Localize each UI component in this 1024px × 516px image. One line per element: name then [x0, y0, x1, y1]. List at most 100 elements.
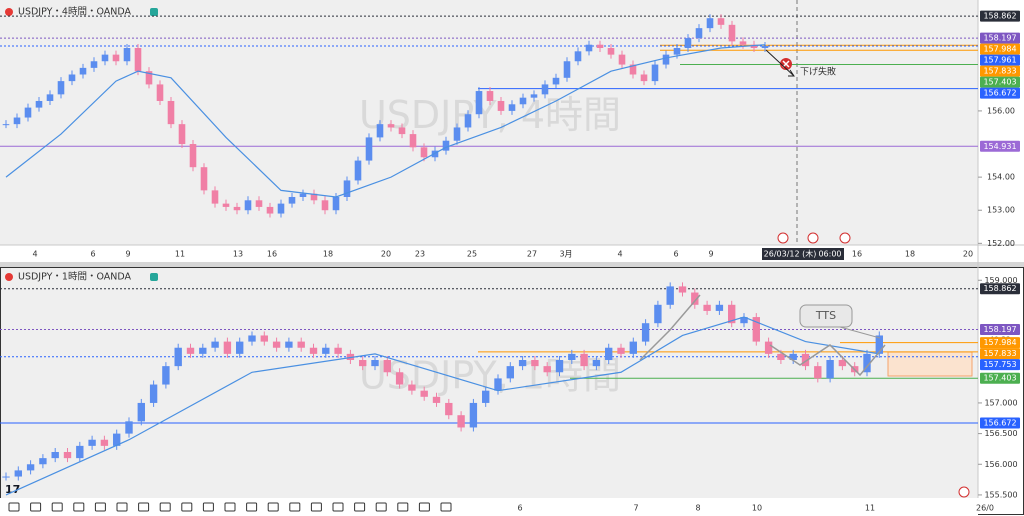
candle [359, 360, 367, 367]
tool-icon[interactable] [397, 502, 409, 512]
price-label-bg [980, 65, 1020, 77]
tool-icon[interactable] [8, 502, 20, 512]
market-icon [150, 8, 158, 16]
x-tick-label: 6 [90, 250, 95, 259]
price-label: 158.862 [983, 284, 1016, 293]
tool-icon[interactable] [181, 502, 193, 512]
candle [777, 353, 785, 360]
candle [654, 304, 662, 324]
candle [662, 54, 670, 65]
zone-box [887, 351, 973, 377]
x-tick-label: 16 [852, 250, 862, 259]
candle [123, 48, 131, 62]
y-tick-label: 153.00 [987, 206, 1015, 215]
candle [236, 341, 244, 354]
x-tick-label: 7 [633, 504, 638, 513]
candle [395, 372, 404, 385]
tool-icon[interactable] [116, 502, 128, 512]
candle [863, 353, 871, 373]
x-tick-label: 11 [865, 504, 875, 513]
tool-icon[interactable] [289, 502, 301, 512]
x-tick-label: 9 [708, 250, 713, 259]
candle [497, 100, 505, 111]
tool-icon[interactable] [418, 502, 430, 512]
price-label-bg [980, 337, 1020, 349]
toolbar [0, 498, 978, 515]
candle [585, 44, 593, 52]
candle [222, 203, 230, 207]
event-flag[interactable] [807, 232, 819, 244]
price-label-bg [980, 32, 1020, 44]
candle [189, 144, 197, 168]
candle [167, 100, 175, 125]
tool-icon[interactable] [440, 502, 452, 512]
tool-icon[interactable] [73, 502, 85, 512]
candle [90, 61, 98, 68]
candle [35, 100, 43, 108]
event-flag[interactable] [777, 232, 789, 244]
tool-icon[interactable] [94, 502, 106, 512]
candle [272, 341, 281, 348]
candle [605, 347, 613, 360]
price-label-bg [980, 10, 1020, 22]
tool-icon[interactable] [138, 502, 150, 512]
tool-icon[interactable] [375, 502, 387, 512]
candle [580, 353, 588, 367]
candle [79, 67, 87, 75]
x-tick-label: 13 [233, 250, 243, 259]
price-label: 157.984 [983, 45, 1016, 54]
candle [420, 390, 428, 397]
candle [248, 335, 256, 342]
candle [46, 94, 54, 101]
event-flag[interactable] [958, 486, 970, 498]
candle [519, 97, 527, 105]
event-flag[interactable] [839, 232, 851, 244]
candle [288, 196, 296, 204]
candle [346, 353, 355, 360]
candle [137, 402, 145, 422]
tool-icon[interactable] [202, 502, 214, 512]
candle [740, 317, 748, 324]
tool-icon[interactable] [224, 502, 236, 512]
tool-icon[interactable] [267, 502, 279, 512]
candle [409, 134, 417, 148]
candle [297, 341, 305, 348]
candle [629, 64, 637, 75]
price-label: 156.672 [983, 419, 1016, 428]
candle [2, 476, 10, 478]
candle [112, 54, 120, 62]
x-tick-label: 26/0 [976, 504, 994, 513]
tool-icon[interactable] [30, 502, 42, 512]
tool-icon[interactable] [332, 502, 344, 512]
candle [607, 48, 615, 55]
price-label-bg [980, 140, 1020, 152]
price-label: 158.862 [983, 12, 1016, 21]
tool-icon[interactable] [246, 502, 258, 512]
candle [651, 64, 659, 82]
tool-icon[interactable] [354, 502, 366, 512]
price-label-bg [980, 417, 1020, 429]
candle [464, 114, 472, 128]
candle [299, 193, 307, 197]
tool-icon[interactable] [310, 502, 322, 512]
candle [51, 452, 59, 459]
y-tick-label: 156.00 [987, 106, 1015, 115]
candle [211, 341, 219, 348]
candle [332, 196, 340, 211]
candle [717, 18, 725, 25]
price-label: 157.833 [983, 349, 1016, 358]
price-label: 156.672 [983, 89, 1016, 98]
candle [596, 44, 604, 49]
candle [617, 347, 625, 354]
price-label-bg [980, 348, 1020, 360]
y-tick-label: 156.500 [984, 429, 1017, 438]
x-tick-label: 20 [963, 250, 973, 259]
tool-icon[interactable] [159, 502, 171, 512]
candle [309, 347, 318, 354]
candle [728, 24, 736, 42]
price-label-bg [980, 54, 1020, 66]
candle [752, 317, 760, 342]
candle [211, 190, 219, 204]
candle [100, 439, 109, 446]
tool-icon[interactable] [51, 502, 63, 512]
